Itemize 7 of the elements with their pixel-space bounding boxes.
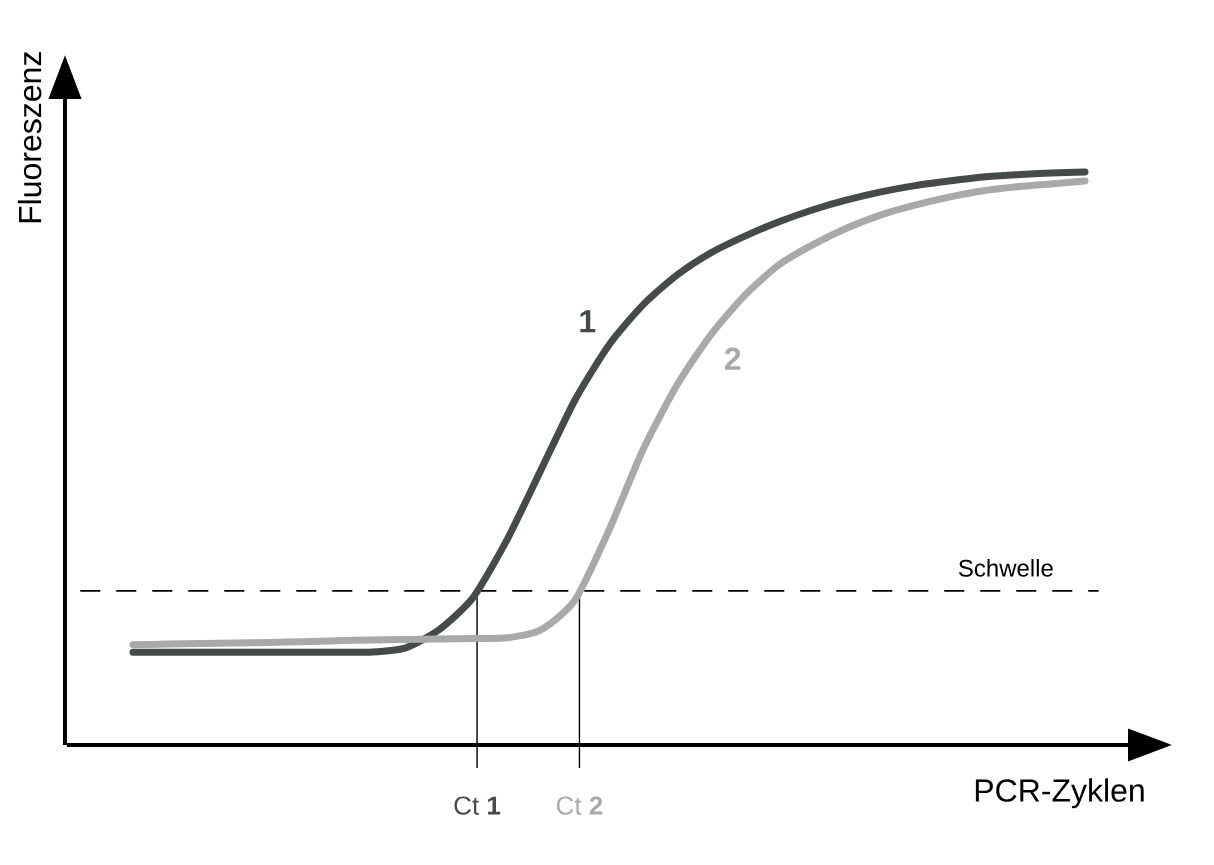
series-label: 2 xyxy=(724,347,741,370)
text: Ct 2 xyxy=(556,796,603,815)
text: Ct 1 xyxy=(454,796,501,815)
ref-line-label: Schwelle xyxy=(958,559,1053,577)
y-axis-title: Fluoreszenz xyxy=(17,52,42,223)
series-label: 1 xyxy=(580,310,596,333)
x-axis-title: PCR-Zyklen xyxy=(975,778,1144,809)
